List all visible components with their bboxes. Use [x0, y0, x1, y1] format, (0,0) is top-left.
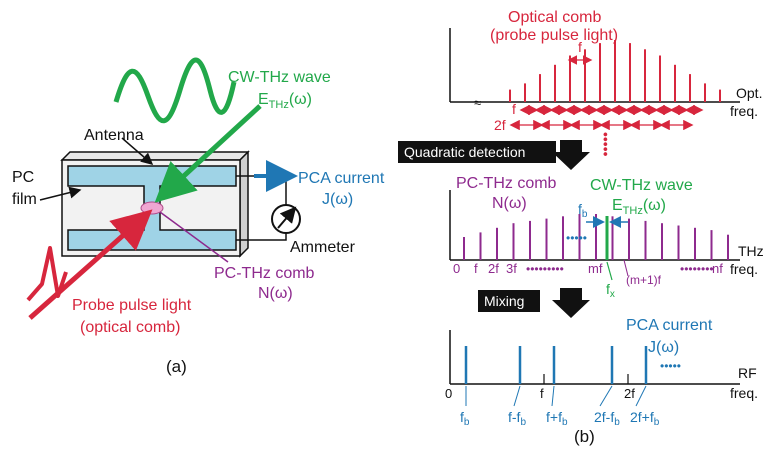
top-f-label: f	[578, 39, 582, 55]
mid-axis-label-1: THz	[738, 243, 764, 259]
panel-a-label: (a)	[166, 357, 187, 376]
pca-label-leader	[635, 385, 647, 407]
pca-freq-label: 2f-fb	[594, 409, 620, 428]
pc-comb-label: PC-THz comb	[214, 265, 315, 282]
mid-tick-0: 0	[453, 261, 460, 276]
pc-film-label-1: PC	[12, 169, 34, 186]
pc-film-leader	[39, 186, 82, 201]
pca-label-leader	[513, 385, 521, 407]
mid-mf: mf	[588, 261, 603, 276]
mid-cw-label: CW-THz wave	[590, 177, 693, 194]
quadratic-label: Quadratic detection	[404, 144, 525, 160]
mid-blue-dots: •••••	[566, 231, 587, 245]
mid-fx: fx	[606, 281, 615, 300]
mixing-arrow	[552, 288, 590, 318]
top-axis-label-2: freq.	[730, 103, 758, 119]
top-axis-label-1: Opt.	[736, 85, 762, 101]
bot-zero: 0	[445, 386, 452, 401]
mid-tick-3f: 3f	[506, 261, 517, 276]
pca-freq-label: fb	[460, 409, 470, 428]
top-title-2: (probe pulse light)	[490, 27, 618, 44]
row-2f-label: 2f	[494, 117, 506, 133]
quadratic-arrow	[552, 140, 590, 170]
mid-e-label: ETHz(ω)	[612, 197, 666, 217]
mixing-label: Mixing	[484, 293, 524, 309]
pca-current-label: PCA current	[298, 170, 385, 187]
cw-thz-wave-icon	[113, 57, 237, 124]
pca-j-label: J(ω)	[322, 191, 353, 208]
photoconductive-gap	[140, 201, 164, 215]
e-thz-label: ETHz(ω)	[258, 91, 312, 111]
mid-dots-right: ••••••••	[680, 262, 714, 276]
mid-fb-label: fb	[578, 201, 588, 220]
optical-comb-lines	[509, 40, 721, 102]
pca-label-leader	[551, 385, 555, 407]
m1f-leader	[623, 259, 629, 277]
pc-comb-lines	[463, 214, 729, 260]
antenna-label: Antenna	[84, 127, 144, 144]
pc-comb-leader	[159, 211, 229, 263]
bot-2f: 2f	[624, 386, 635, 401]
mid-title-1: PC-THz comb	[456, 175, 557, 192]
antenna-leader	[121, 137, 154, 165]
probe-label-2: (optical comb)	[80, 319, 180, 336]
bot-dots: •••••	[660, 359, 681, 373]
mid-tick-2f: 2f	[488, 261, 499, 276]
pc-comb-n-label: N(ω)	[258, 285, 293, 302]
mid-axis-label-2: freq.	[730, 261, 758, 277]
fx-leader	[606, 261, 613, 281]
top-title-1: Optical comb	[508, 9, 601, 26]
vertical-dots: •••••	[598, 132, 614, 157]
axis-break-mark: ≈	[474, 95, 481, 110]
probe-pulse-arrow	[28, 209, 153, 320]
bot-axis-label-2: freq.	[730, 385, 758, 401]
pc-film-label-2: film	[12, 191, 37, 208]
pca-label-leader	[599, 385, 613, 407]
mid-dots-left: •••••••••	[526, 262, 564, 276]
pca-freq-label: f+fb	[546, 409, 568, 428]
ammeter-needle	[277, 206, 297, 229]
mid-tick-f: f	[474, 261, 478, 276]
bot-f: f	[540, 386, 544, 401]
bot-axis-label-1: RF	[738, 365, 757, 381]
pca-current-lines	[464, 346, 648, 384]
cw-thz-label: CW-THz wave	[228, 69, 331, 86]
panel-b: ≈ Optical comb (probe pulse light) f Opt…	[398, 9, 764, 446]
pc-film-top	[60, 151, 250, 161]
panel-b-label: (b)	[574, 427, 595, 446]
comb-mode-arrows	[509, 104, 704, 131]
quadratic-box	[398, 141, 556, 163]
pca-freq-label: f-fb	[508, 409, 526, 428]
probe-label-1: Probe pulse light	[72, 297, 192, 314]
pca-freq-label: 2f+fb	[630, 409, 660, 428]
mid-title-2: N(ω)	[492, 195, 527, 212]
bot-title-1: PCA current	[626, 317, 713, 334]
mixing-box	[478, 290, 540, 312]
cw-thz-arrow	[154, 104, 262, 203]
bot-title-2: J(ω)	[648, 339, 679, 356]
mid-nf: nf	[712, 261, 723, 276]
mid-m1f: (m+1)f	[626, 273, 662, 287]
panel-a: CW-THz wave ETHz(ω) Antenna PC film PCA …	[12, 57, 385, 376]
pca-current-labels: fb f-fb f+fb 2f-fb 2f+fb	[460, 385, 660, 428]
ammeter-label: Ammeter	[290, 239, 356, 256]
row-f-label: f	[512, 101, 516, 117]
